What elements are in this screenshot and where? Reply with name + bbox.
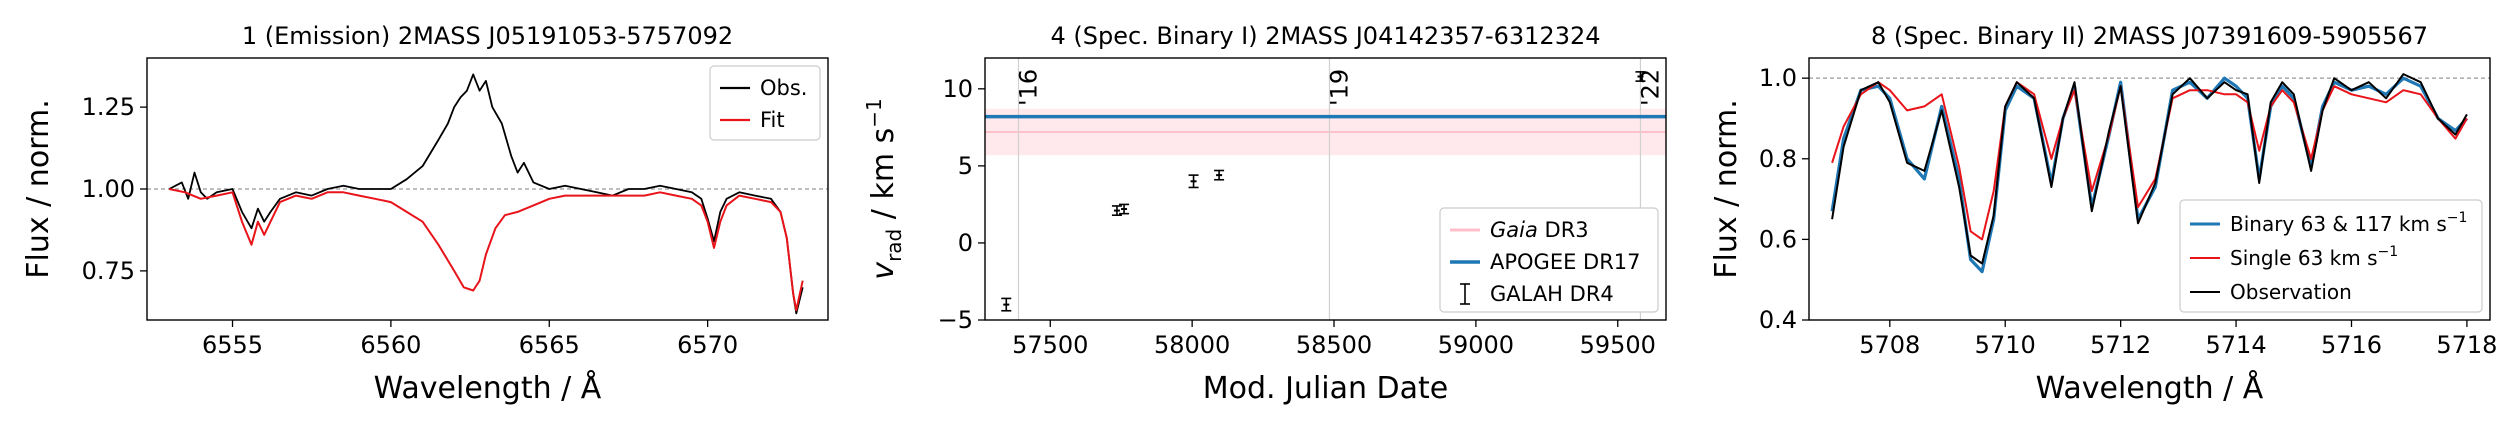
galah-dr4-point	[1635, 71, 1646, 82]
chart-title: 1 (Emission) 2MASS J05191053-5757092	[242, 22, 733, 50]
y-tick-label: 1.25	[82, 93, 135, 121]
x-tick-label: 6570	[677, 331, 738, 359]
legend: Obs. Fit	[709, 65, 821, 141]
legend-box	[2179, 199, 2483, 313]
x-tick-label: 5712	[2090, 331, 2151, 359]
x-tick-label: 59500	[1580, 331, 1656, 359]
x-tick-label: 5710	[1975, 331, 2036, 359]
y-axis-label: Flux / norm.	[1709, 99, 1744, 278]
year-marker-label: '16	[1014, 69, 1042, 106]
chart-panel-binary-ii: 8 (Spec. Binary II) 2MASS J07391609-5905…	[1709, 22, 2497, 406]
x-tick-label: 5714	[2206, 331, 2267, 359]
galah-dr4-point	[1119, 203, 1130, 215]
chart-title: 8 (Spec. Binary II) 2MASS J07391609-5905…	[1871, 22, 2428, 50]
y-axis-label: Flux / norm.	[21, 99, 56, 278]
y-tick-label: 0	[958, 229, 973, 257]
y-axis-label: vrad / km s−1	[862, 98, 906, 279]
legend-label: Fit	[760, 108, 785, 132]
legend-box	[1439, 207, 1659, 313]
series-line-single	[1831, 81, 2468, 241]
galah-dr4-point	[1001, 297, 1012, 312]
legend-label: Binary 63 & 117 km s−1	[2230, 210, 2467, 236]
series-line-observation	[168, 73, 804, 315]
legend-label: Gaia DR3	[1490, 218, 1589, 242]
x-tick-label: 58000	[1154, 331, 1230, 359]
plot-area	[147, 73, 828, 315]
x-tick-label: 6565	[519, 331, 580, 359]
chart-panel-binary-i: 4 (Spec. Binary I) 2MASS J04142357-63123…	[862, 22, 1667, 406]
x-tick-label: 5708	[1859, 331, 1920, 359]
x-tick-label: 57500	[1012, 331, 1088, 359]
x-tick-label: 59000	[1438, 331, 1514, 359]
y-tick-label: −5	[938, 306, 973, 334]
galah-dr4-point	[1111, 205, 1122, 216]
x-axis-label: Mod. Julian Date	[1203, 371, 1449, 406]
x-axis-label: Wavelength / Å	[2036, 370, 2264, 406]
y-tick-label: 0.4	[1759, 306, 1797, 334]
y-tick-label: 1.0	[1759, 64, 1797, 92]
legend: Gaia DR3 APOGEE DR17 GALAH DR4	[1439, 207, 1659, 313]
plot-area	[1809, 73, 2490, 274]
galah-dr4-point	[1188, 174, 1199, 189]
series-line-fit	[168, 188, 804, 312]
legend-label: Observation	[2230, 280, 2352, 304]
legend: Binary 63 & 117 km s−1 Single 63 km s−1 Ob…	[2179, 199, 2483, 313]
chart-panel-emission: 1 (Emission) 2MASS J05191053-5757092 6555…	[21, 22, 829, 406]
x-tick-label: 58500	[1296, 331, 1372, 359]
year-marker-label: '19	[1325, 69, 1353, 106]
legend-box	[709, 65, 821, 141]
galah-dr4-point	[1214, 169, 1225, 181]
x-tick-label: 5718	[2436, 331, 2497, 359]
y-tick-label: 5	[958, 152, 973, 180]
legend-label: Single 63 km s−1	[2230, 244, 2398, 270]
y-tick-label: 0.75	[82, 257, 135, 285]
legend-label: Obs.	[760, 76, 807, 100]
figure-panels: 1 (Emission) 2MASS J05191053-5757092 6555…	[21, 22, 2497, 406]
x-tick-label: 5716	[2321, 331, 2382, 359]
x-axis-label: Wavelength / Å	[374, 370, 602, 406]
plot-frame	[984, 57, 1667, 321]
plot-area: '16'19'22	[985, 58, 1666, 320]
x-tick-label: 6560	[360, 331, 421, 359]
legend-label: APOGEE DR17	[1490, 250, 1641, 274]
series-line-observation	[1831, 73, 2468, 265]
plot-frame	[146, 57, 829, 321]
y-tick-label: 1.00	[82, 175, 135, 203]
y-tick-label: 0.8	[1759, 145, 1797, 173]
x-tick-label: 6555	[202, 331, 263, 359]
y-tick-label: 0.6	[1759, 225, 1797, 253]
legend-label: GALAH DR4	[1490, 282, 1614, 306]
chart-title: 4 (Spec. Binary I) 2MASS J04142357-63123…	[1050, 22, 1600, 50]
plot-frame	[1808, 57, 2491, 321]
y-tick-label: 10	[942, 75, 973, 103]
